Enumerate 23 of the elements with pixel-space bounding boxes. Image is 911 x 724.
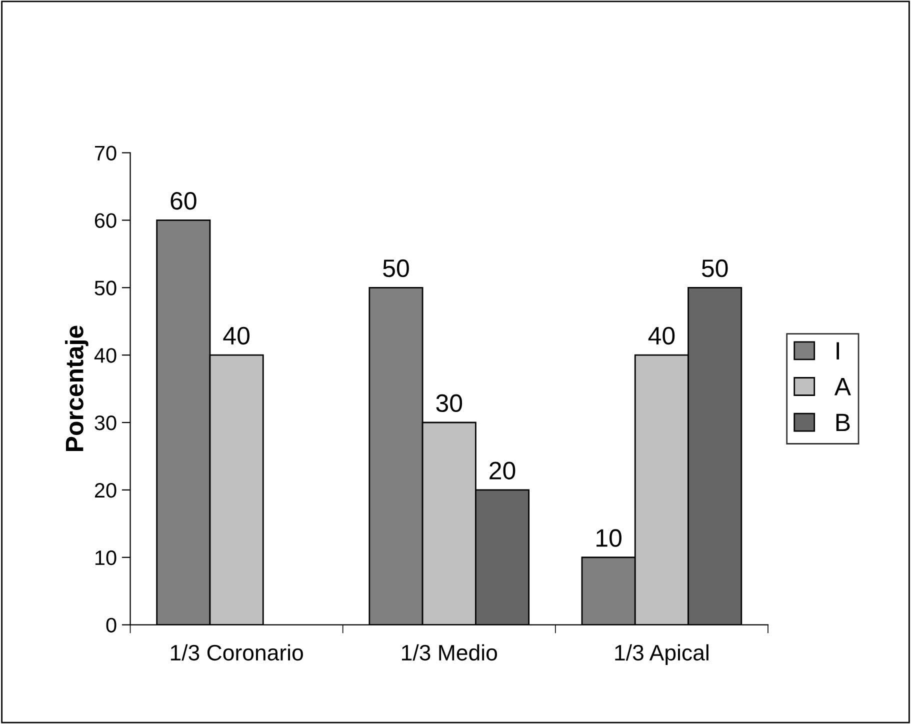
data-label: 10 (596, 529, 622, 547)
data-label: 40 (223, 326, 250, 345)
y-tick-label: 70 (94, 146, 116, 161)
y-tick-label: 10 (95, 550, 116, 566)
y-tick-label: 30 (94, 416, 116, 430)
x-tick-label: 1/3 Apical (615, 644, 708, 665)
y-tick-label: 20 (94, 482, 116, 498)
y-tick-label: 0 (106, 618, 116, 633)
y-tick-label: 50 (94, 280, 116, 296)
legend-label: B (836, 414, 850, 432)
data-label: 30 (436, 394, 462, 412)
y-tick-label: 60 (94, 213, 116, 228)
x-tick-label: 1/3 Coronario (170, 644, 303, 661)
y-axis-title: Porcentaje (65, 326, 88, 452)
data-label: 40 (648, 326, 675, 345)
legend-label: A (834, 378, 851, 396)
data-label: 50 (383, 259, 409, 278)
data-label: 50 (702, 259, 728, 278)
x-tick-label: 1/3 Medio (402, 644, 497, 661)
data-label: 60 (170, 192, 196, 210)
y-tick-label: 40 (94, 348, 116, 363)
data-label: 20 (490, 462, 516, 480)
legend-label: I (836, 342, 839, 360)
